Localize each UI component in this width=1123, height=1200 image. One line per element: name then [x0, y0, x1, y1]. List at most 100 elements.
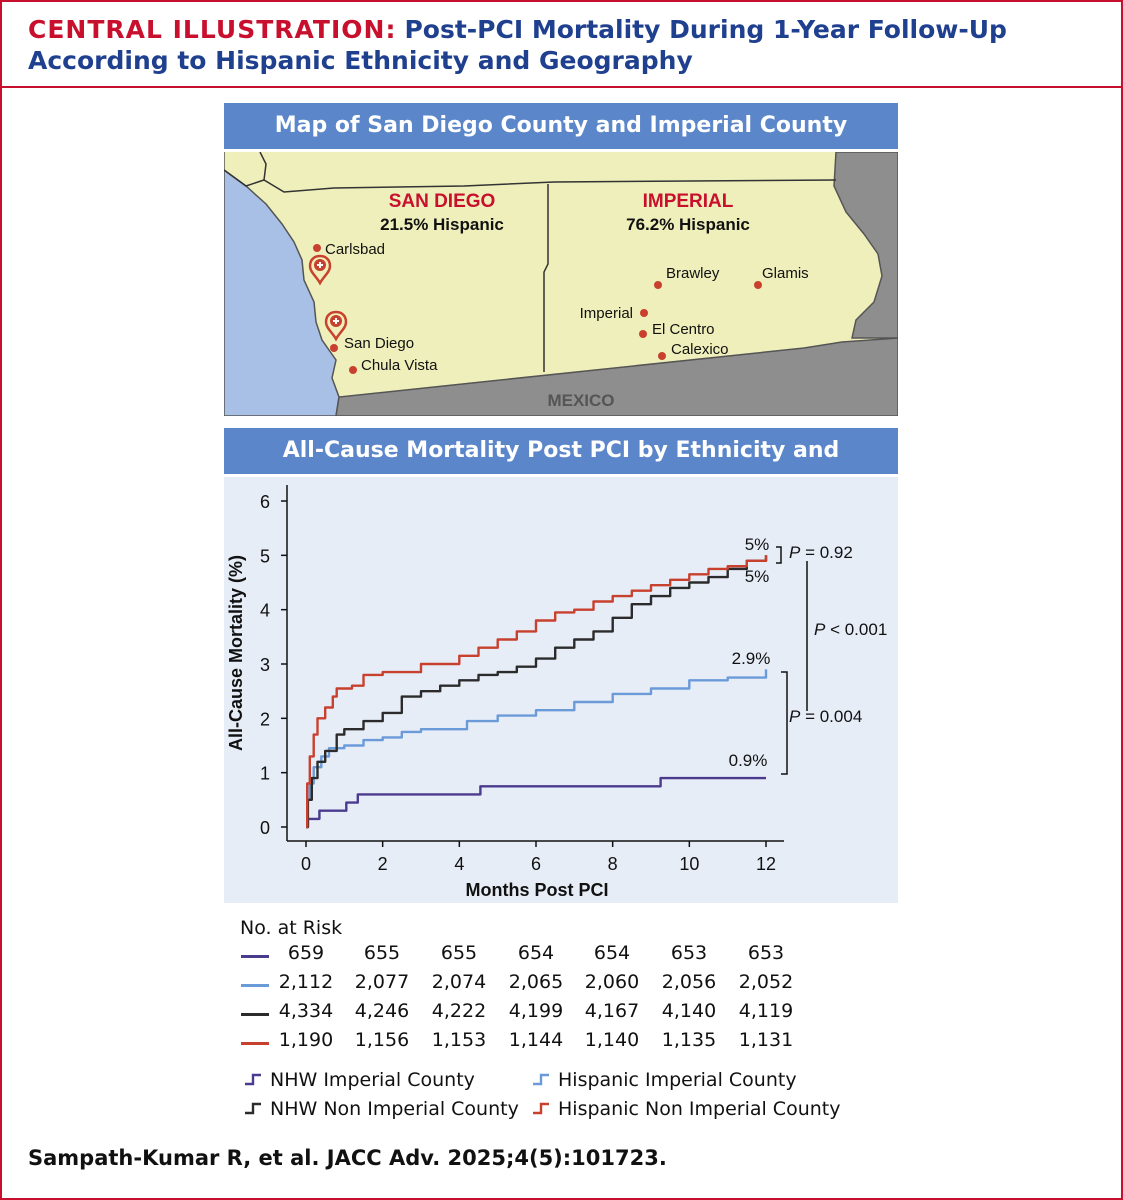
legend-label: Hispanic Imperial County: [558, 1069, 797, 1091]
risk-cell: 2,060: [584, 971, 640, 993]
risk-cell: 1,135: [661, 1029, 717, 1051]
figure-header: CENTRAL ILLUSTRATION: Post-PCI Mortality …: [0, 0, 1123, 88]
risk-cell: 4,167: [584, 1000, 640, 1022]
legend-swatch: [245, 1073, 261, 1086]
x-tick-label: 2: [378, 854, 388, 874]
hospital-pin-icon: [308, 254, 332, 286]
risk-row-swatch: [241, 1042, 269, 1045]
risk-cell: 655: [440, 942, 478, 964]
y-axis-label: All-Cause Mortality (%): [226, 555, 246, 751]
end-label-hispanic-imperial: 2.9%: [732, 649, 771, 668]
p092-annotation: P = 0.92: [789, 543, 853, 562]
end-label-nhw-non-imperial: 5%: [745, 535, 770, 554]
chart-legend: NHW Imperial County Hispanic Imperial Cou…: [224, 1064, 898, 1126]
end-label-nhw-imperial: 0.9%: [729, 751, 768, 770]
hospital-pin-icon: [324, 310, 348, 342]
imperial-city-label: Imperial: [580, 305, 633, 322]
figure-title-text: Post-PCI Mortality During 1-Year Follow-…: [28, 15, 1007, 75]
calexico-label: Calexico: [671, 341, 729, 358]
risk-cell: 2,074: [431, 971, 487, 993]
risk-row-swatch: [241, 955, 269, 958]
legend-swatch: [245, 1102, 261, 1115]
risk-cell: 2,065: [508, 971, 564, 993]
series-line-3: [306, 555, 768, 829]
risk-row: 2,112 2,077 2,074 2,065 2,060 2,056 2,052: [224, 971, 898, 1001]
p0004-annotation: P = 0.004: [789, 707, 862, 726]
risk-cell: 4,246: [354, 1000, 410, 1022]
risk-cell: 1,131: [738, 1029, 794, 1051]
san-diego-county-name: SAN DIEGO: [389, 191, 496, 212]
risk-cell: 654: [593, 942, 631, 964]
series-line-0: [306, 776, 766, 829]
central-illustration-label: CENTRAL ILLUSTRATION:: [28, 15, 397, 44]
x-tick-label: 4: [454, 854, 464, 874]
risk-cell: 1,144: [508, 1029, 564, 1051]
p0001-annotation: P < 0.001: [814, 620, 887, 639]
x-tick-label: 0: [301, 854, 311, 874]
end-label-hispanic-non-imperial: 5%: [745, 567, 770, 586]
legend-label: NHW Non Imperial County: [270, 1098, 519, 1120]
mexico-region: [335, 337, 898, 416]
risk-row-swatch: [241, 1013, 269, 1016]
risk-cell: 653: [670, 942, 708, 964]
risk-table: No. at Risk 659 655 655 654 654 653 653 2,112 2,…: [224, 912, 898, 1062]
chart-lines: [306, 555, 768, 829]
county-line-center: [543, 184, 549, 372]
x-tick-label: 8: [608, 854, 618, 874]
risk-cell: 659: [287, 942, 325, 964]
san-diego-label: San Diego: [344, 335, 414, 352]
risk-cell: 1,153: [431, 1029, 487, 1051]
legend-label: NHW Imperial County: [270, 1069, 475, 1091]
y-tick-label: 3: [260, 655, 270, 675]
risk-cell: 4,119: [738, 1000, 794, 1022]
chula-vista-label: Chula Vista: [361, 357, 438, 374]
risk-cell: 2,056: [661, 971, 717, 993]
risk-cell: 1,140: [584, 1029, 640, 1051]
glamis-label: Glamis: [762, 265, 809, 282]
mexico-label: MEXICO: [547, 391, 614, 410]
bracket-p092: [776, 546, 782, 564]
legend-swatch: [533, 1102, 549, 1115]
y-tick-label: 4: [260, 601, 270, 621]
imperial-county-name: IMPERIAL: [643, 191, 734, 212]
x-tick-label: 6: [531, 854, 541, 874]
san-diego-dot: [330, 344, 338, 352]
map-banner: Map of San Diego County and Imperial Cou…: [224, 103, 898, 149]
county-line-west: [259, 152, 267, 181]
el-centro-dot: [639, 330, 647, 338]
glamis-dot: [754, 281, 762, 289]
north-county-border: [224, 169, 837, 193]
risk-cell: 655: [363, 942, 401, 964]
risk-row-swatch: [241, 984, 269, 987]
risk-cell: 2,112: [278, 971, 334, 993]
y-tick-label: 2: [260, 709, 270, 729]
el-centro-label: El Centro: [652, 321, 715, 338]
carlsbad-label: Carlsbad: [325, 241, 385, 258]
brawley-dot: [654, 281, 662, 289]
risk-cell: 653: [747, 942, 785, 964]
risk-cell: 2,077: [354, 971, 410, 993]
risk-cell: 2,052: [738, 971, 794, 993]
risk-row: 659 655 655 654 654 653 653: [224, 942, 898, 972]
risk-cell: 4,222: [431, 1000, 487, 1022]
risk-cell: 4,140: [661, 1000, 717, 1022]
legend-label: Hispanic Non Imperial County: [558, 1098, 841, 1120]
risk-cell: 4,334: [278, 1000, 334, 1022]
x-tick-label: 10: [679, 854, 699, 874]
risk-cell: 1,156: [354, 1029, 410, 1051]
imperial-hispanic-pct: 76.2% Hispanic: [626, 215, 750, 234]
risk-cell: 4,199: [508, 1000, 564, 1022]
county-map: SAN DIEGO 21.5% Hispanic IMPERIAL 76.2% …: [224, 152, 898, 416]
arizona-region: [833, 152, 898, 339]
risk-row: 4,334 4,246 4,222 4,199 4,167 4,140 4,119: [224, 1000, 898, 1030]
series-line-2: [306, 555, 768, 829]
risk-cell: 1,190: [278, 1029, 334, 1051]
x-axis-label: Months Post PCI: [466, 880, 609, 900]
risk-cell: 654: [517, 942, 555, 964]
figure-title: CENTRAL ILLUSTRATION: Post-PCI Mortality …: [28, 14, 1108, 76]
x-tick-label: 12: [756, 854, 776, 874]
y-tick-label: 5: [260, 546, 270, 566]
san-diego-hispanic-pct: 21.5% Hispanic: [380, 215, 504, 234]
